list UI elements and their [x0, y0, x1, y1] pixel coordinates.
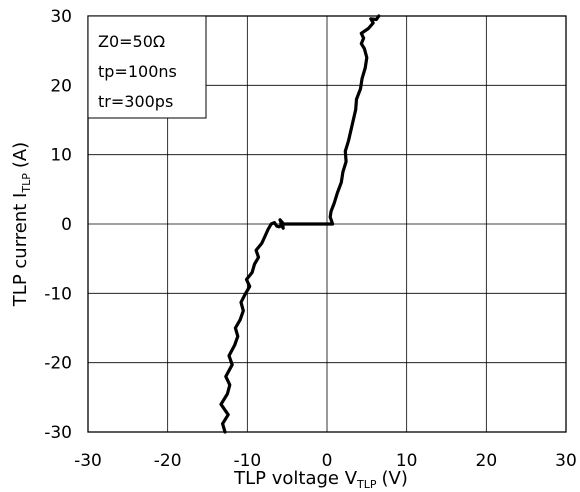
y-tick-label: 30 — [50, 7, 72, 27]
annotation-rise-time: tr=300ps — [98, 92, 173, 111]
y-tick-labels: -30 -20 -10 0 10 20 30 — [44, 7, 72, 443]
y-tick-label: 20 — [50, 76, 72, 96]
x-axis-label-unit: (V) — [382, 468, 408, 489]
annotation-box: Z0=50Ω tp=100ns tr=300ps — [87, 15, 207, 119]
x-tick-label: 20 — [476, 451, 498, 471]
x-axis-label-main: TLP voltage V — [233, 468, 358, 489]
series-group — [219, 14, 381, 434]
y-axis-label-unit: (A) — [10, 142, 31, 168]
y-tick-label: 0 — [61, 215, 72, 235]
x-tick-label: 10 — [396, 451, 418, 471]
y-tick-label: -20 — [44, 354, 72, 374]
x-tick-label: 0 — [322, 451, 333, 471]
series-line — [219, 14, 381, 434]
y-tick-label: -30 — [44, 423, 72, 443]
x-axis-label-subscript: TLP — [356, 478, 377, 491]
annotation-impedance: Z0=50Ω — [98, 32, 165, 51]
y-axis-label-main: TLP current I — [10, 193, 31, 308]
annotation-frame — [87, 15, 207, 119]
x-tick-label: 30 — [555, 451, 577, 471]
y-axis-label: TLP current ITLP (A) — [10, 142, 33, 307]
annotation-pulse-width: tp=100ns — [98, 62, 177, 81]
plot-frame — [87, 15, 567, 433]
x-tick-label: -20 — [154, 451, 182, 471]
y-tick-label: 10 — [50, 146, 72, 166]
y-axis-label-subscript: TLP — [20, 173, 33, 194]
x-axis-label: TLP voltage VTLP (V) — [233, 468, 408, 491]
y-tick-label: -10 — [44, 284, 72, 304]
x-tick-label: -10 — [233, 451, 261, 471]
x-tick-labels: -30 -20 -10 0 10 20 30 — [74, 451, 577, 471]
x-tick-label: -30 — [74, 451, 102, 471]
